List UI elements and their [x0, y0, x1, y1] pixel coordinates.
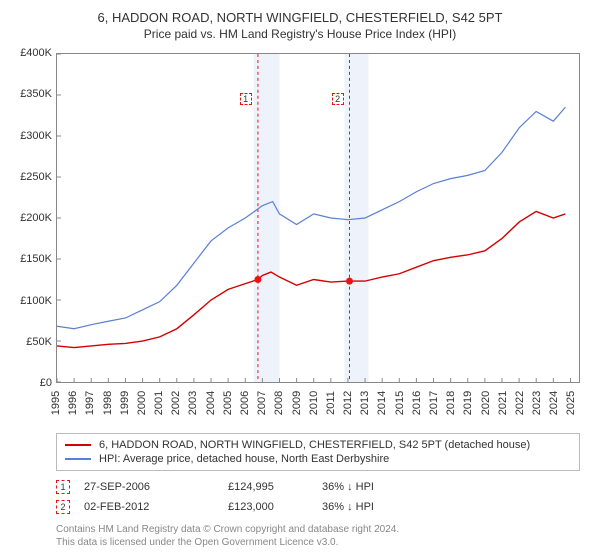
transaction-row: 2 02-FEB-2012 £123,000 36% ↓ HPI: [56, 497, 580, 517]
plot: [56, 53, 580, 383]
footer-line-1: Contains HM Land Registry data © Crown c…: [56, 523, 588, 536]
x-axis-label: 2025: [565, 391, 577, 415]
legend-label: HPI: Average price, detached house, Nort…: [99, 453, 389, 465]
y-axis-label: £400K: [12, 47, 52, 59]
x-axis-label: 2009: [291, 391, 303, 415]
x-axis-label: 2013: [359, 391, 371, 415]
y-axis-label: £250K: [12, 171, 52, 183]
x-axis-label: 1997: [84, 391, 96, 415]
x-axis-label: 2002: [170, 391, 182, 415]
x-axis-label: 1995: [50, 391, 62, 415]
transaction-hpi: 36% ↓ HPI: [322, 501, 422, 513]
x-axis-label: 2021: [497, 391, 509, 415]
x-axis-label: 2001: [153, 391, 165, 415]
footer: Contains HM Land Registry data © Crown c…: [56, 523, 588, 549]
x-axis-label: 2011: [325, 391, 337, 415]
x-axis-label: 1999: [119, 391, 131, 415]
x-axis-label: 2012: [342, 391, 354, 415]
x-axis-label: 2018: [445, 391, 457, 415]
y-axis-label: £50K: [12, 336, 52, 348]
legend-swatch: [65, 444, 91, 446]
x-axis-label: 2007: [256, 391, 268, 415]
plot-svg: [57, 54, 579, 382]
y-axis-label: £0: [12, 377, 52, 389]
transaction-date: 27-SEP-2006: [84, 481, 214, 493]
x-axis-label: 2003: [187, 391, 199, 415]
y-axis-label: £100K: [12, 295, 52, 307]
y-axis-label: £300K: [12, 130, 52, 142]
y-axis-label: £200K: [12, 212, 52, 224]
legend-swatch: [65, 458, 91, 460]
transaction-row: 1 27-SEP-2006 £124,995 36% ↓ HPI: [56, 477, 580, 497]
x-axis-label: 2000: [136, 391, 148, 415]
x-axis-label: 2024: [548, 391, 560, 415]
transaction-price: £123,000: [228, 501, 308, 513]
transaction-hpi: 36% ↓ HPI: [322, 481, 422, 493]
x-axis-label: 2014: [376, 391, 388, 415]
y-axis-label: £350K: [12, 88, 52, 100]
chart-card: 6, HADDON ROAD, NORTH WINGFIELD, CHESTER…: [0, 0, 600, 557]
x-axis-label: 2019: [462, 391, 474, 415]
chart-marker-1: 1: [240, 93, 252, 105]
chart-area: £0 £50K £100K £150K £200K £250K £300K £350K £400…: [12, 47, 588, 427]
x-axis-label: 2017: [428, 391, 440, 415]
transactions-table: 1 27-SEP-2006 £124,995 36% ↓ HPI 2 02-FEB-201…: [56, 477, 580, 517]
legend-item: 6, HADDON ROAD, NORTH WINGFIELD, CHESTER…: [65, 438, 571, 452]
legend: 6, HADDON ROAD, NORTH WINGFIELD, CHESTER…: [56, 433, 580, 471]
transaction-marker: 1: [56, 480, 70, 494]
footer-line-2: This data is licensed under the Open Gov…: [56, 536, 588, 549]
x-axis-label: 2020: [480, 391, 492, 415]
chart-marker-2: 2: [332, 93, 344, 105]
transaction-marker: 2: [56, 500, 70, 514]
x-axis-label: 2016: [411, 391, 423, 415]
x-axis-label: 1996: [67, 391, 79, 415]
x-axis-label: 2005: [222, 391, 234, 415]
chart-title: 6, HADDON ROAD, NORTH WINGFIELD, CHESTER…: [12, 10, 588, 25]
x-axis-label: 2008: [273, 391, 285, 415]
x-axis-label: 1998: [102, 391, 114, 415]
x-axis-label: 2015: [394, 391, 406, 415]
legend-item: HPI: Average price, detached house, Nort…: [65, 452, 571, 466]
x-axis-label: 2006: [239, 391, 251, 415]
y-axis-label: £150K: [12, 253, 52, 265]
legend-label: 6, HADDON ROAD, NORTH WINGFIELD, CHESTER…: [99, 439, 530, 451]
transaction-price: £124,995: [228, 481, 308, 493]
x-axis-label: 2022: [514, 391, 526, 415]
x-axis-label: 2010: [308, 391, 320, 415]
x-axis-label: 2004: [205, 391, 217, 415]
transaction-date: 02-FEB-2012: [84, 501, 214, 513]
x-axis-label: 2023: [531, 391, 543, 415]
chart-subtitle: Price paid vs. HM Land Registry's House …: [12, 27, 588, 41]
